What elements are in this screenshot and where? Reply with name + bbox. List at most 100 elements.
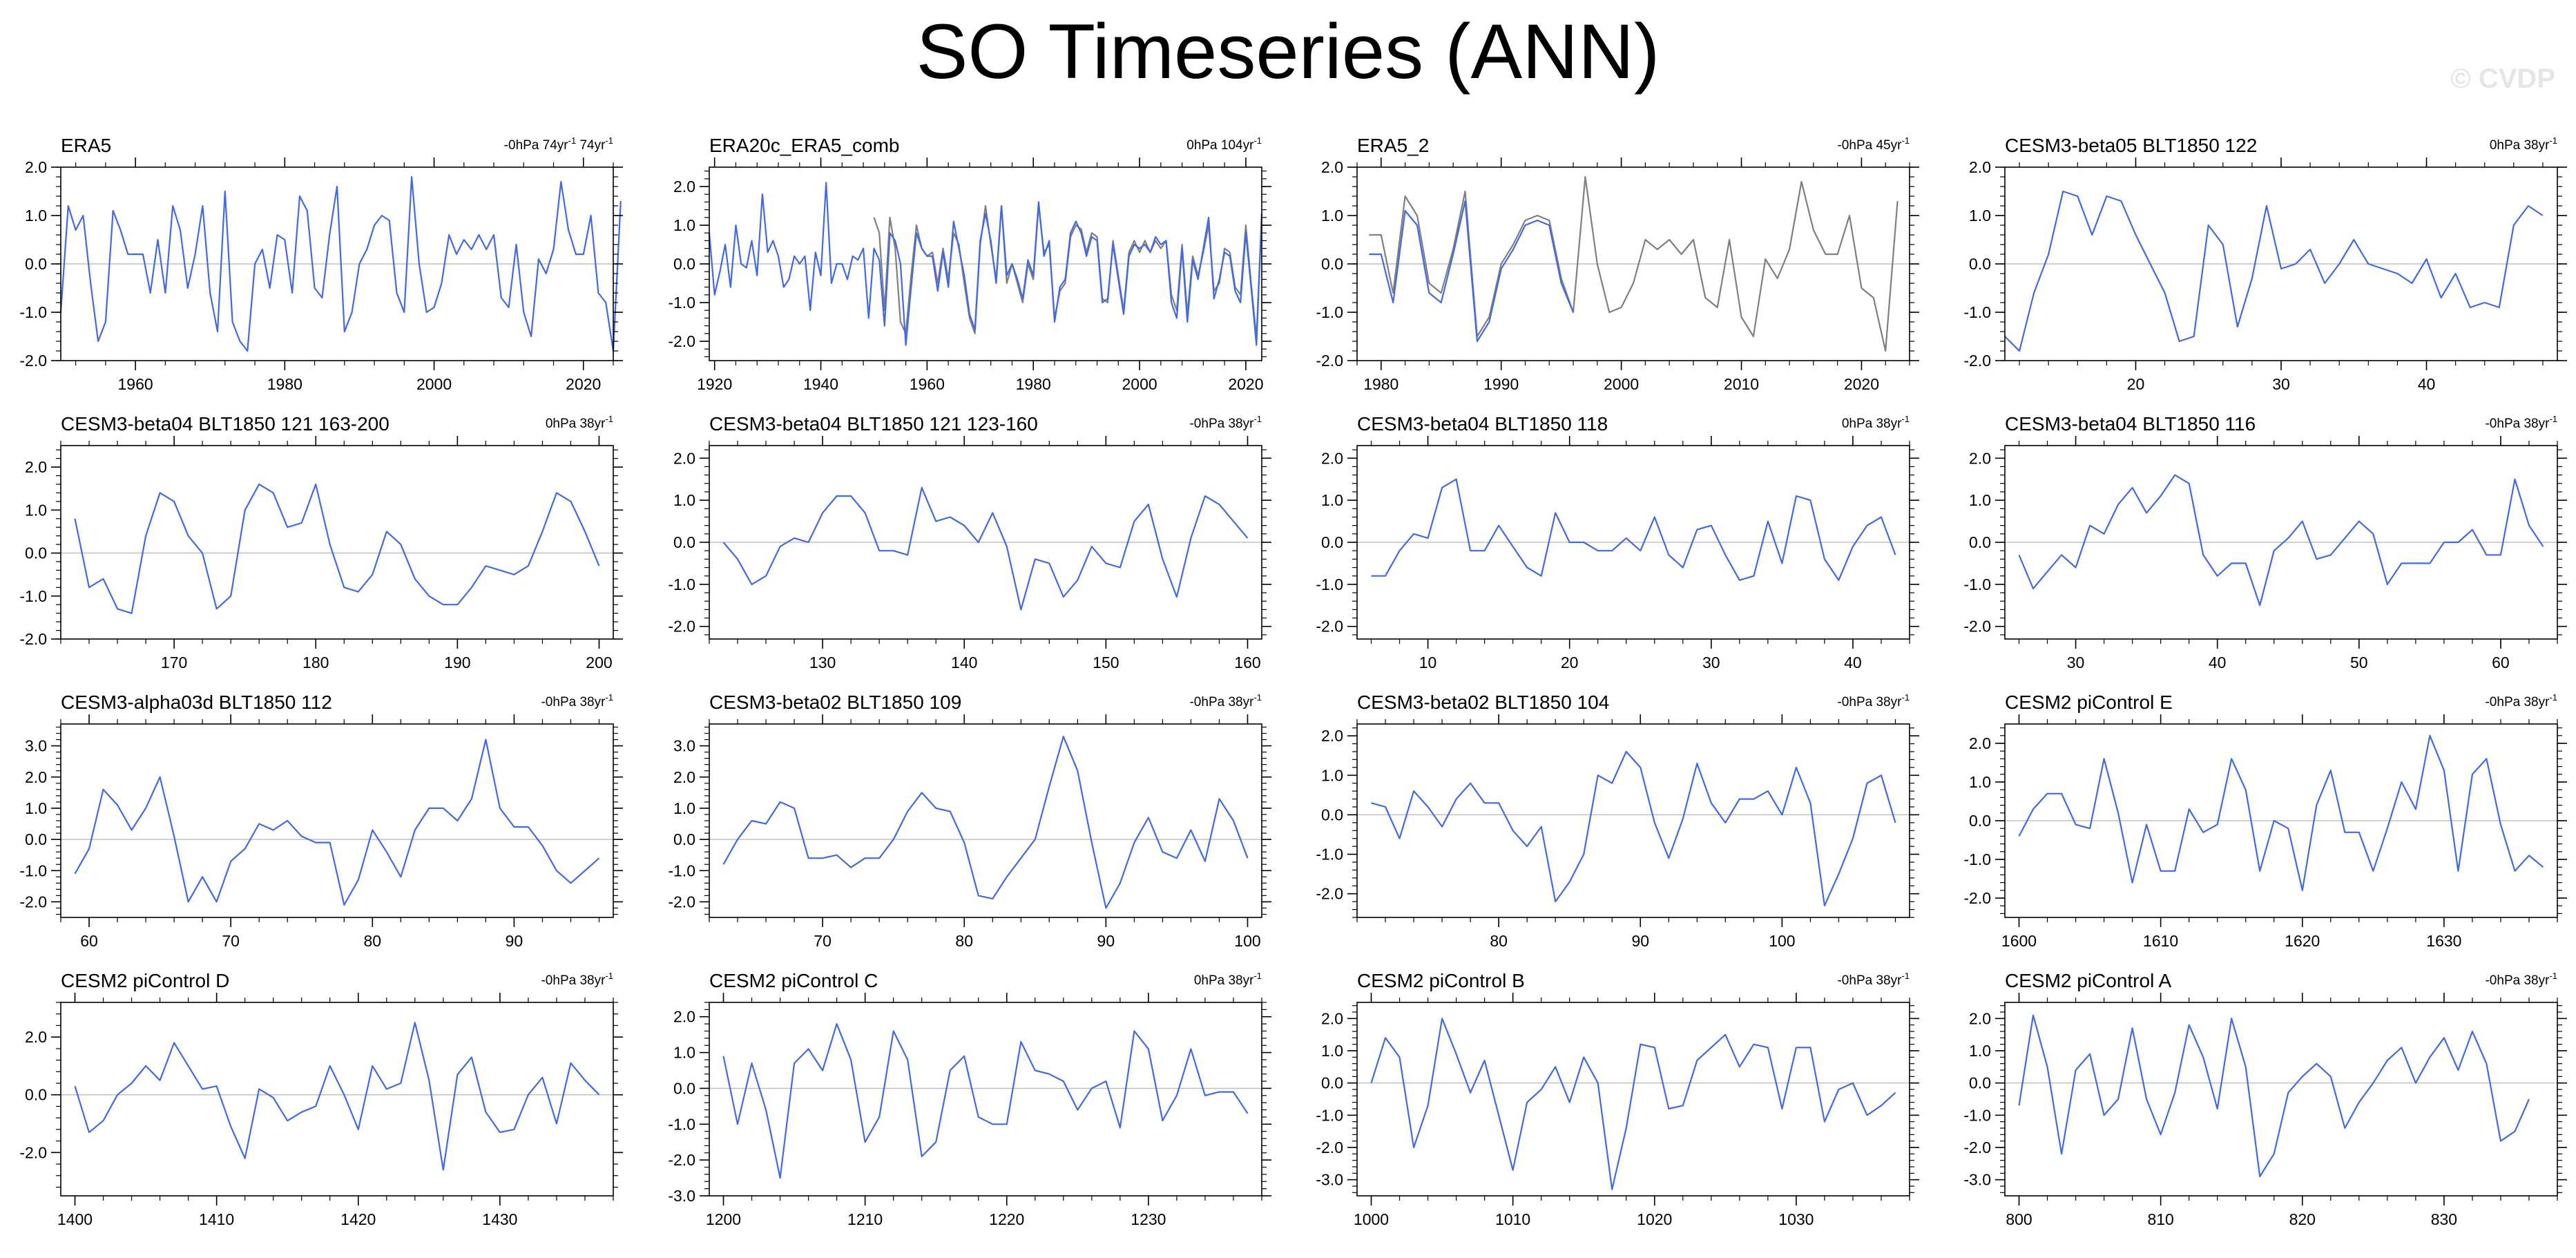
y-tick-label: -1.0 [19,587,47,605]
y-tick-label: -1.0 [1316,846,1343,864]
plot-frame [60,1002,614,1197]
series-line-1 [2004,190,2544,352]
y-tick-label: -2.0 [19,893,47,911]
panel-2: ERA20c_ERA5_comb 0hPa 104yr-1 1920 1940 1960… [668,135,1271,393]
panel-6: CESM3-beta04 BLT1850 121 123-160 -0hPa 38… [668,413,1271,671]
x-tick-label: 2000 [1122,375,1157,393]
plot-frame [709,723,1262,918]
panel-title: CESM2 piControl E [2005,692,2173,713]
y-tick-label: -2.0 [1316,885,1343,903]
y-tick-label: -2.0 [1316,352,1343,370]
x-tick-label: 1610 [2143,932,2178,950]
x-tick-label: 1430 [482,1210,517,1228]
x-tick-label: 1220 [989,1210,1024,1228]
x-tick-label: 160 [1234,654,1260,671]
y-tick-label: 1.0 [25,799,47,817]
y-tick-label: -2.0 [1963,1138,1991,1156]
x-tick-label: 2010 [1724,375,1759,393]
y-tick-label: 2.0 [673,449,695,467]
x-tick-label: 90 [506,932,523,950]
watermark: © CVDP [2450,64,2555,94]
panel-info: -0hPa 38yr-1 [1189,692,1262,709]
panel-info: -0hPa 38yr-1 [541,692,613,709]
x-tick-label: 1980 [267,375,302,393]
series-line-1 [59,175,622,352]
x-tick-label: 60 [80,932,98,950]
x-tick-label: 1980 [1016,375,1051,393]
panel-info: -0hPa 38yr-1 [1837,692,1910,709]
x-tick-label: 90 [1097,932,1115,950]
panel-9: CESM3-alpha03d BLT1850 112 -0hPa 38yr-1 60… [19,692,623,950]
y-tick-label: 1.0 [1321,1042,1343,1060]
x-tick-label: 30 [2067,654,2085,671]
y-tick-label: 1.0 [25,207,47,225]
series-line-1 [1369,200,1575,343]
panel-title: CESM2 piControl D [61,970,229,991]
y-tick-label: 0.0 [25,1086,47,1104]
y-tick-label: 0.0 [1969,1074,1991,1092]
y-tick-label: -2.0 [668,893,695,911]
y-tick-label: -2.0 [668,332,695,350]
y-tick-label: 0.0 [1969,812,1991,830]
y-tick-label: 0.0 [1321,255,1343,273]
y-tick-label: 0.0 [1969,255,1991,273]
x-tick-label: 200 [586,654,612,671]
panel-title: ERA20c_ERA5_comb [709,135,899,156]
x-tick-label: 1200 [706,1210,741,1228]
panel-title: CESM3-beta04 BLT1850 116 [2005,413,2256,435]
y-tick-label: 0.0 [673,830,695,848]
x-tick-label: 1980 [1363,375,1398,393]
x-tick-label: 830 [2431,1210,2457,1228]
x-tick-label: 1400 [57,1210,93,1228]
y-tick-label: 1.0 [1969,1042,1991,1060]
panel-info: -0hPa 38yr-1 [2485,692,2557,709]
y-tick-label: 0.0 [673,1079,695,1097]
x-tick-label: 800 [2006,1210,2032,1228]
y-tick-label: 0.0 [25,830,47,848]
x-tick-label: 2000 [1604,375,1639,393]
y-tick-label: 1.0 [673,216,695,234]
y-tick-label: 0.0 [25,544,47,562]
y-tick-label: -2.0 [1316,618,1343,636]
panel-info: 0hPa 104yr-1 [1186,135,1262,153]
y-tick-label: -1.0 [1316,575,1343,593]
y-tick-label: 2.0 [1321,449,1343,467]
x-tick-label: 40 [2418,375,2436,393]
y-tick-label: 1.0 [25,501,47,519]
panel-3: ERA5_2 -0hPa 45yr-1 1980 1990 2000 2010 2020 -2… [1316,135,1919,393]
plot-frame [60,723,614,918]
y-tick-label: -2.0 [668,1151,695,1169]
x-tick-label: 1960 [910,375,945,393]
series-line-1 [2018,474,2544,607]
x-tick-label: 40 [1844,654,1862,671]
y-tick-label: 1.0 [1321,491,1343,509]
x-tick-label: 70 [814,932,832,950]
x-tick-label: 820 [2289,1210,2316,1228]
panel-title: CESM3-beta02 BLT1850 109 [709,692,961,713]
panel-10: CESM3-beta02 BLT1850 109 -0hPa 38yr-1 70 80… [668,692,1271,950]
series-line-1 [2018,734,2544,891]
plot-frame [1356,723,1910,918]
x-tick-label: 1010 [1495,1210,1530,1228]
y-tick-label: 1.0 [1969,491,1991,509]
x-tick-label: 1030 [1778,1210,1814,1228]
panel-info: -0hPa 38yr-1 [541,971,613,988]
y-tick-label: -1.0 [1963,303,1991,321]
panel-title: CESM2 piControl C [709,970,878,991]
panel-14: CESM2 piControl C 0hPa 38yr-1 1200 1210 1220… [668,970,1271,1228]
page-title: SO Timeseries (ANN) [916,8,1660,95]
panel-5: CESM3-beta04 BLT1850 121 163-200 0hPa 38y… [19,413,623,671]
x-tick-label: 90 [1631,932,1649,950]
y-tick-label: -2.0 [1963,618,1991,636]
y-tick-label: 1.0 [1321,766,1343,784]
x-tick-label: 100 [1769,932,1795,950]
x-tick-label: 30 [1702,654,1720,671]
x-tick-label: 1020 [1637,1210,1672,1228]
x-tick-label: 80 [363,932,381,950]
panel-title: CESM2 piControl B [1357,970,1525,991]
x-tick-label: 80 [955,932,973,950]
panel-7: CESM3-beta04 BLT1850 118 0hPa 38yr-1 10 20 3… [1316,413,1919,671]
y-tick-label: 3.0 [25,737,47,755]
x-tick-label: 2020 [1228,375,1263,393]
